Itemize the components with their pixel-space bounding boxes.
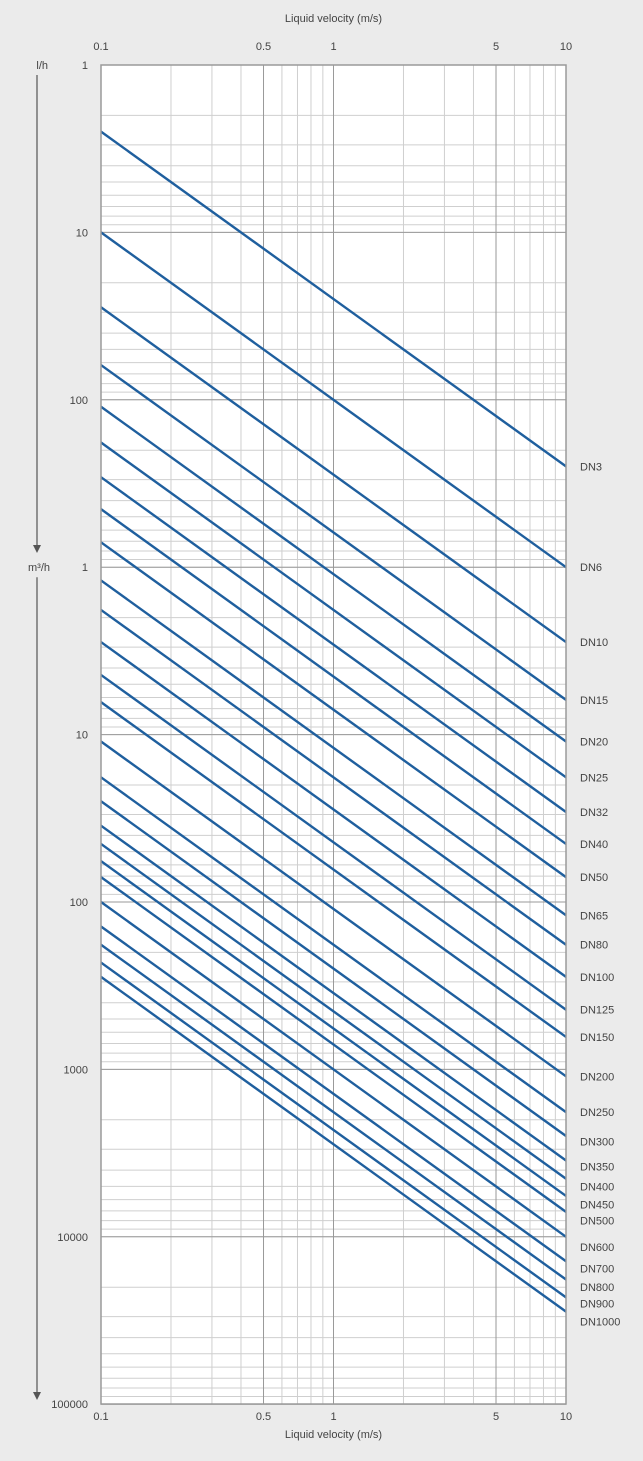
series-line-dn25 [101, 441, 566, 779]
series-label-dn900: DN900 [580, 1298, 614, 1310]
y-axis-upper-tick-labels: 1 10 100 [70, 60, 88, 407]
y-axis-upper-unit: l/h [36, 60, 48, 72]
series-label-dn25: DN25 [580, 772, 608, 784]
series-line-dn200 [101, 740, 566, 1078]
series-label-dn6: DN6 [580, 562, 602, 574]
series-line-dn600 [101, 900, 566, 1239]
series-line-dn10 [101, 306, 566, 644]
series-label-dn3: DN3 [580, 461, 602, 473]
x-tick-label-top: 0.5 [256, 41, 271, 53]
y-tick-label-lower: 10 [76, 730, 88, 742]
x-tick-label-top: 1 [330, 41, 336, 53]
series-label-dn15: DN15 [580, 695, 608, 707]
series-line-dn1000 [101, 975, 566, 1313]
series-label-dn100: DN100 [580, 972, 614, 984]
x-axis-bottom-tick-labels: 0.1 0.5 1 5 10 [93, 1411, 572, 1423]
series-label-dn450: DN450 [580, 1199, 614, 1211]
x-tick-label-bottom: 0.1 [93, 1411, 108, 1423]
series-label-dn65: DN65 [580, 910, 608, 922]
y-tick-label-lower: 100000 [51, 1399, 88, 1411]
series-label-dn250: DN250 [580, 1107, 614, 1119]
series-line-dn40 [101, 507, 566, 846]
x-axis-top-tick-labels: 0.1 0.5 1 5 10 [93, 41, 572, 53]
series-labels: DN3 DN6 DN10 DN15 DN20 DN25 DN32 DN40 DN50 DN65 DN… [580, 461, 620, 1328]
series-label-dn1000: DN1000 [580, 1316, 620, 1328]
x-tick-label-top: 5 [493, 41, 499, 53]
series-label-dn32: DN32 [580, 807, 608, 819]
series-line-dn6 [101, 231, 566, 569]
series-line-dn50 [101, 541, 566, 879]
series-line-dn20 [101, 405, 566, 743]
series-label-dn400: DN400 [580, 1181, 614, 1193]
series-label-dn800: DN800 [580, 1282, 614, 1294]
x-tick-label-bottom: 1 [330, 1411, 336, 1423]
series-line-dn125 [101, 673, 566, 1011]
series-line-dn400 [101, 842, 566, 1180]
series-lines [101, 130, 566, 1313]
y-axis-lower-arrow-head [33, 1392, 41, 1400]
series-line-dn32 [101, 476, 566, 814]
series-label-dn10: DN10 [580, 637, 608, 649]
series-line-dn300 [101, 800, 566, 1138]
y-tick-label-lower: 1000 [64, 1064, 88, 1076]
series-line-dn350 [101, 824, 566, 1162]
series-line-dn80 [101, 608, 566, 946]
series-line-dn250 [101, 776, 566, 1114]
y-axis-lower-arrow [33, 577, 41, 1400]
y-axis-upper-arrow [33, 75, 41, 553]
y-tick-label-lower: 100 [70, 897, 88, 909]
plot-frame [100, 64, 567, 1405]
series-label-dn600: DN600 [580, 1242, 614, 1254]
series-line-dn65 [101, 579, 566, 917]
series-label-dn500: DN500 [580, 1216, 614, 1228]
series-label-dn50: DN50 [580, 872, 608, 884]
y-tick-label-lower: 1 [82, 562, 88, 574]
x-axis-title-bottom: Liquid velocity (m/s) [285, 1429, 382, 1441]
series-label-dn80: DN80 [580, 940, 608, 952]
series-label-dn300: DN300 [580, 1137, 614, 1149]
series-label-dn150: DN150 [580, 1032, 614, 1044]
y-tick-label-upper: 1 [82, 60, 88, 72]
y-tick-label-upper: 100 [70, 395, 88, 407]
series-label-dn350: DN350 [580, 1161, 614, 1173]
series-line-dn100 [101, 640, 566, 979]
series-label-dn40: DN40 [580, 839, 608, 851]
series-label-dn20: DN20 [580, 737, 608, 749]
x-axis-title-top: Liquid velocity (m/s) [285, 13, 382, 25]
x-tick-label-bottom: 10 [560, 1411, 572, 1423]
series-label-dn200: DN200 [580, 1071, 614, 1083]
series-label-dn700: DN700 [580, 1264, 614, 1276]
series-line-dn900 [101, 961, 566, 1299]
series-line-dn15 [101, 363, 566, 702]
x-tick-label-bottom: 5 [493, 1411, 499, 1423]
series-line-dn450 [101, 859, 566, 1198]
series-line-dn3 [101, 130, 566, 468]
y-axis-upper-arrow-head [33, 545, 41, 553]
y-tick-label-lower: 10000 [57, 1232, 88, 1244]
x-tick-label-top: 10 [560, 41, 572, 53]
y-axis-lower-tick-labels: 1 10 100 1000 10000 100000 [51, 562, 88, 1411]
y-tick-label-upper: 10 [76, 227, 88, 239]
x-tick-label-top: 0.1 [93, 41, 108, 53]
x-tick-label-bottom: 0.5 [256, 1411, 271, 1423]
series-line-dn500 [101, 875, 566, 1214]
series-line-dn800 [101, 943, 566, 1281]
series-label-dn125: DN125 [580, 1005, 614, 1017]
series-line-dn150 [101, 700, 566, 1039]
y-axis-lower-unit: m³/h [28, 562, 50, 574]
series-line-dn700 [101, 925, 566, 1263]
